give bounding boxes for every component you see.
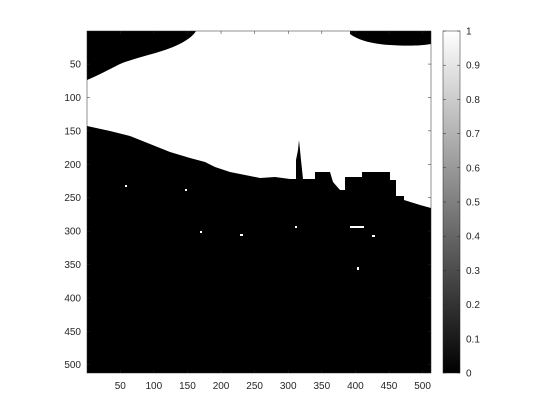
colorbar-tick-label: 0.5 xyxy=(466,198,480,209)
y-tick-label: 150 xyxy=(64,126,81,137)
colorbar-tick-label: 1 xyxy=(466,27,472,38)
y-tick-label: 350 xyxy=(64,260,81,271)
y-tick-label: 500 xyxy=(64,360,81,371)
colorbar-tick-label: 0.4 xyxy=(466,232,480,243)
y-tick-label: 100 xyxy=(64,93,81,104)
colorbar-tick-label: 0.6 xyxy=(466,163,480,174)
image-axes: 50 100 150 200 250 300 350 400 450 500 50 100 150 20… xyxy=(64,30,431,392)
colorbar-tick-label: 0 xyxy=(466,369,472,380)
x-tick-label: 400 xyxy=(347,381,364,392)
x-tick-label: 100 xyxy=(146,381,163,392)
y-tick-label: 200 xyxy=(64,160,81,171)
x-tick-label: 300 xyxy=(280,381,297,392)
x-tick-label: 500 xyxy=(414,381,431,392)
colorbar-axis: 0 0.1 0.2 0.3 0.4 0.5 0.6 0.7 0.8 0.9 1 xyxy=(443,27,480,380)
x-tick-label: 250 xyxy=(246,381,263,392)
thresholded-image xyxy=(87,31,431,373)
x-axis: 50 100 150 200 250 300 350 400 450 500 xyxy=(115,31,431,392)
colorbar-tick-label: 0.7 xyxy=(466,129,480,140)
x-tick-label: 200 xyxy=(213,381,230,392)
y-tick-label: 300 xyxy=(64,227,81,238)
colorbar-tick-label: 0.1 xyxy=(466,334,480,345)
x-tick-label: 150 xyxy=(179,381,196,392)
colorbar-tick-label: 0.9 xyxy=(466,61,480,72)
x-tick-label: 450 xyxy=(381,381,398,392)
y-tick-label: 250 xyxy=(64,193,81,204)
colorbar-tick-label: 0.8 xyxy=(466,95,480,106)
colorbar-tick-label: 0.3 xyxy=(466,266,480,277)
x-tick-label: 50 xyxy=(115,381,127,392)
y-axis: 50 100 150 200 250 300 350 400 450 500 xyxy=(64,60,431,371)
y-tick-label: 50 xyxy=(70,60,82,71)
y-tick-label: 400 xyxy=(64,293,81,304)
colorbar-tick-label: 0.2 xyxy=(466,300,480,311)
x-tick-label: 350 xyxy=(313,381,330,392)
colorbar: 0 0.1 0.2 0.3 0.4 0.5 0.6 0.7 0.8 0.9 1 xyxy=(442,27,480,380)
y-tick-label: 450 xyxy=(64,327,81,338)
